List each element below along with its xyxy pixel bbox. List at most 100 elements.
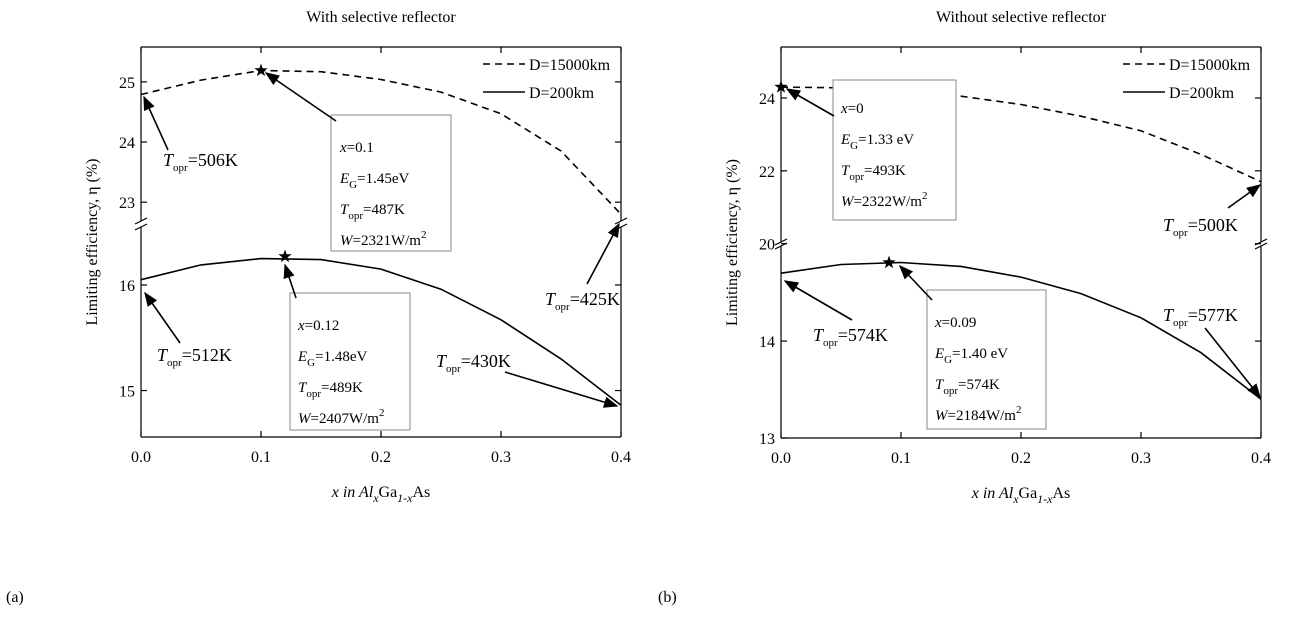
x-axis-label-part: x [971, 485, 979, 502]
text: =493K [864, 163, 906, 179]
annotation-arrow [785, 88, 835, 117]
subscript: opr [167, 357, 182, 369]
text: =512K [182, 345, 232, 365]
text: =1.33 eV [858, 132, 914, 148]
series-line [780, 86, 1262, 183]
text: =500K [1188, 215, 1238, 235]
annotation-text: Topr=574K [935, 377, 1000, 397]
symbol: E [840, 132, 850, 148]
annotation-arrow [1204, 327, 1261, 399]
peak-star [774, 80, 788, 93]
annotation-text: Topr=430K [436, 351, 511, 375]
annotation-text: Topr=489K [298, 380, 363, 400]
symbol: T [157, 345, 169, 365]
y-tick-label: 25 [119, 75, 135, 92]
text: =2321W/m [353, 233, 422, 249]
subscript: opr [348, 210, 363, 222]
annotation-box [832, 79, 957, 221]
annotation-text: EG=1.40 eV [934, 346, 1008, 366]
annotation-arrow [1227, 184, 1262, 209]
annotation-text: Topr=500K [1163, 215, 1238, 239]
subscript: G [307, 357, 315, 369]
text: =577K [1188, 305, 1238, 325]
x-axis-label-part: x [372, 491, 379, 505]
annotation-text: EG=1.48eV [297, 349, 367, 369]
text: =2184W/m [948, 408, 1017, 424]
subscript: opr [446, 363, 461, 375]
symbol: E [297, 349, 307, 365]
text: =0.1 [347, 140, 374, 156]
symbol: T [841, 163, 851, 179]
symbol: T [545, 289, 557, 309]
panel: Without selective reflector (b) 0.0 0.1 0.2 0… [658, 9, 1271, 606]
symbol: T [813, 325, 825, 345]
text: =2322W/m [854, 194, 923, 210]
symbol: T [1163, 215, 1175, 235]
annotation-text: x=0.09 [934, 315, 976, 331]
symbol: T [436, 351, 448, 371]
subscript: opr [1173, 317, 1188, 329]
text: =2407W/m [311, 411, 380, 427]
annotation-text: Topr=512K [157, 345, 232, 369]
annotation-arrow [264, 72, 337, 122]
panel: With selective reflector (a) 0.0 0.1 0.2 0.3 0… [6, 9, 631, 606]
annotation-text: EG=1.33 eV [840, 132, 914, 152]
text: =1.45eV [357, 171, 409, 187]
annotation-box [289, 292, 411, 431]
peak-star [278, 249, 292, 263]
subscript: G [349, 179, 357, 191]
text: =1.40 eV [952, 346, 1008, 362]
x-axis-label-part: 1-x [1037, 492, 1053, 506]
superscript: 2 [922, 190, 928, 202]
x-axis-label-part: x [1012, 492, 1019, 506]
symbol: W [298, 411, 312, 427]
symbol: x [840, 101, 848, 117]
symbol: T [298, 380, 308, 396]
superscript: 2 [379, 407, 385, 419]
text: =0.12 [305, 318, 340, 334]
y-tick-label: 15 [119, 384, 135, 401]
text: =489K [321, 380, 363, 396]
annotation-text: Topr=493K [841, 163, 906, 183]
chart-title: Without selective reflector [936, 9, 1107, 26]
text: =506K [188, 150, 238, 170]
text: =574K [958, 377, 1000, 393]
text: =425K [570, 289, 620, 309]
annotation-text: EG=1.45eV [339, 171, 409, 191]
x-tick-label: 0.1 [891, 450, 911, 467]
text: =430K [461, 351, 511, 371]
annotation-text: Topr=487K [340, 202, 405, 222]
x-axis-label-part: x [331, 484, 339, 501]
annotation-arrow [283, 263, 297, 299]
x-axis-label-part: Ga [1019, 485, 1038, 502]
symbol: x [297, 318, 305, 334]
symbol: x [339, 140, 347, 156]
annotation-arrow [586, 222, 620, 285]
x-axis-label: x in AlxGa1-xAs [331, 484, 431, 505]
axis-break [134, 223, 148, 231]
annotation-text: x=0.12 [297, 318, 339, 334]
annotation-text: W=2184W/m2 [935, 404, 1021, 424]
subscript: opr [943, 385, 958, 397]
symbol: T [163, 150, 175, 170]
symbol: E [339, 171, 349, 187]
annotation-text: W=2407W/m2 [298, 407, 384, 427]
x-tick-label: 0.2 [371, 449, 391, 466]
annotation-box [926, 289, 1047, 430]
annotation-text: Topr=577K [1163, 305, 1238, 329]
y-tick-label: 20 [759, 237, 775, 254]
symbol: W [340, 233, 354, 249]
text: =574K [838, 325, 888, 345]
annotation-text: Topr=574K [813, 325, 888, 349]
x-tick-label: 0.0 [771, 450, 791, 467]
annotation-text: Topr=425K [545, 289, 620, 313]
x-axis-label-part: 1-x [397, 491, 413, 505]
x-tick-label: 0.4 [1251, 450, 1271, 467]
text: =1.48eV [315, 349, 367, 365]
panel-label: (b) [658, 589, 677, 606]
y-tick-label: 13 [759, 431, 775, 448]
text: =0.09 [942, 315, 977, 331]
x-tick-label: 0.4 [611, 449, 631, 466]
